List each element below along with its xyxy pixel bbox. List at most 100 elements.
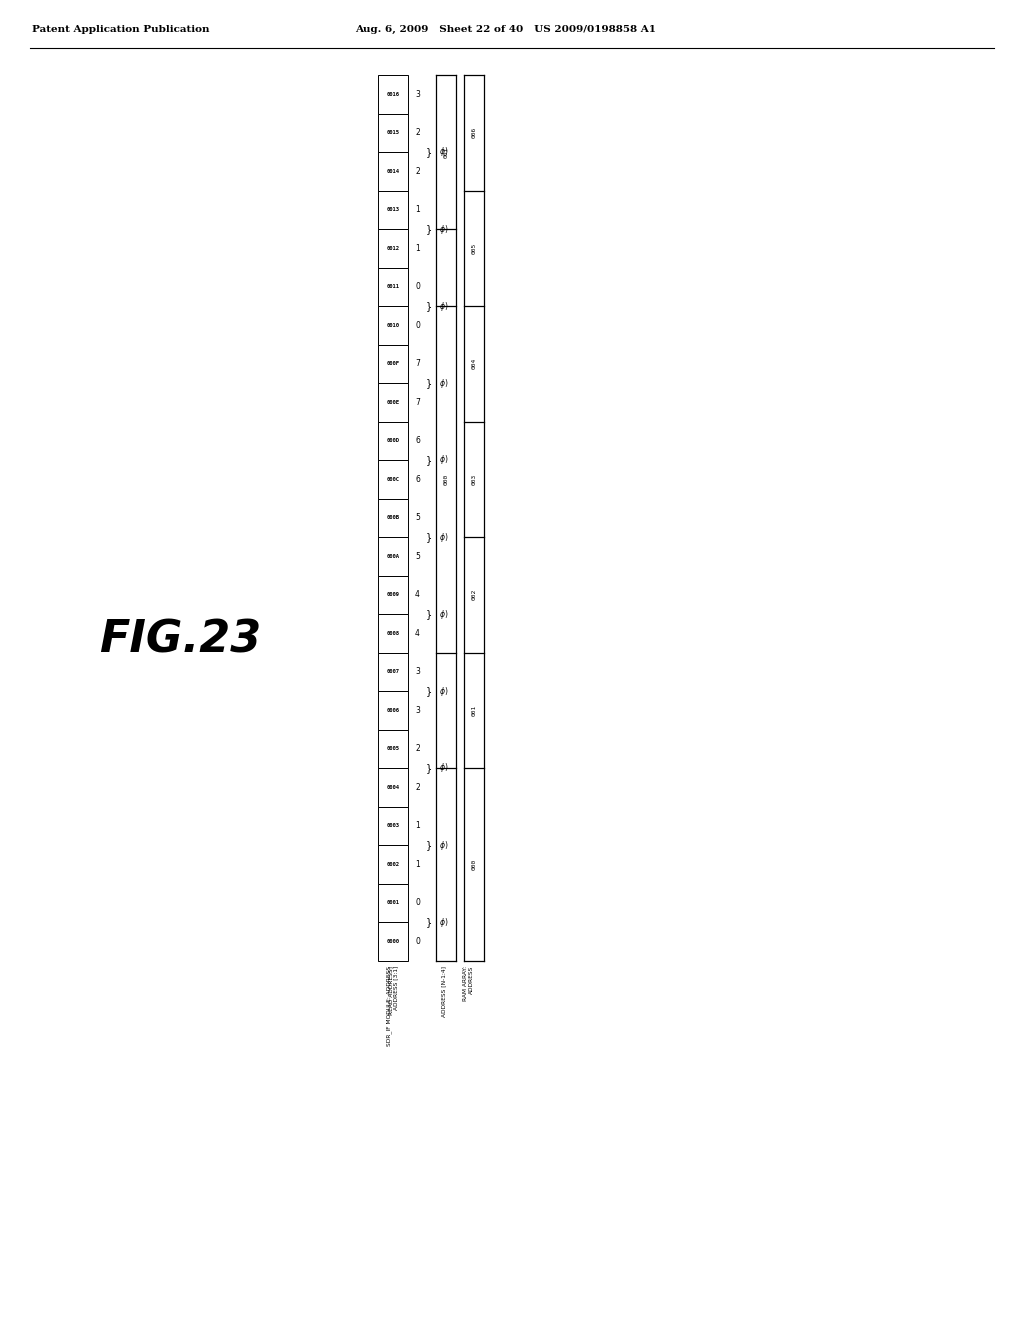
Text: 2: 2: [415, 744, 420, 754]
Text: }: }: [426, 686, 432, 696]
Text: 0005: 0005: [386, 746, 399, 751]
Bar: [378, 459, 408, 499]
Text: $\phi$): $\phi$): [439, 223, 449, 235]
Text: $\phi$): $\phi$): [439, 607, 449, 620]
Text: 0003: 0003: [386, 824, 399, 828]
Text: 0008: 0008: [386, 631, 399, 636]
Bar: [378, 152, 408, 190]
Bar: [378, 768, 408, 807]
Text: $\phi$): $\phi$): [439, 145, 449, 158]
Bar: [378, 421, 408, 459]
Bar: [378, 228, 408, 268]
Text: 7: 7: [415, 397, 420, 407]
Bar: [378, 114, 408, 152]
Text: 0011: 0011: [386, 284, 399, 289]
Text: 000E: 000E: [386, 400, 399, 405]
Bar: [378, 614, 408, 652]
Text: 003: 003: [471, 474, 476, 484]
Text: }: }: [426, 224, 432, 234]
Text: 5: 5: [415, 513, 420, 523]
Text: 3: 3: [415, 706, 420, 714]
Bar: [378, 537, 408, 576]
Text: 0: 0: [415, 937, 420, 945]
Text: $\phi$): $\phi$): [439, 454, 449, 466]
Bar: [378, 345, 408, 383]
Text: 1: 1: [415, 244, 420, 252]
Text: 3: 3: [415, 667, 420, 676]
Text: 001: 001: [443, 147, 449, 157]
Text: 1: 1: [415, 859, 420, 869]
Text: $\phi$): $\phi$): [439, 838, 449, 851]
Text: 006: 006: [471, 127, 476, 139]
Bar: [378, 383, 408, 421]
Text: 0014: 0014: [386, 169, 399, 174]
Text: 0015: 0015: [386, 131, 399, 135]
Text: RAM ARRAY:
ADDRESS: RAM ARRAY: ADDRESS: [463, 965, 474, 1001]
Text: }: }: [426, 763, 432, 774]
Text: $\phi$): $\phi$): [439, 916, 449, 928]
Bar: [378, 268, 408, 306]
Text: }: }: [426, 609, 432, 619]
Bar: [378, 690, 408, 730]
Text: 000: 000: [471, 858, 476, 870]
Text: 6: 6: [415, 475, 420, 483]
Text: 0006: 0006: [386, 708, 399, 713]
Bar: [378, 652, 408, 690]
Text: Patent Application Publication: Patent Application Publication: [32, 25, 210, 34]
Text: }: }: [426, 532, 432, 543]
Text: ADDRESS [N-1:4]: ADDRESS [N-1:4]: [441, 965, 446, 1016]
Text: FIG.23: FIG.23: [99, 619, 261, 661]
Text: READ ADDRESS]: READ ADDRESS]: [388, 965, 393, 1015]
Text: 004: 004: [471, 358, 476, 370]
Text: SDR_IF MODULE: ADDRESS
ADDRESS [3:1]: SDR_IF MODULE: ADDRESS ADDRESS [3:1]: [386, 965, 398, 1045]
Text: 000F: 000F: [386, 362, 399, 366]
Bar: [378, 576, 408, 614]
Text: }: }: [426, 840, 432, 850]
Text: 0001: 0001: [386, 900, 399, 906]
Text: 5: 5: [415, 552, 420, 561]
Text: 001: 001: [471, 705, 476, 715]
Text: 002: 002: [471, 589, 476, 601]
Text: $\phi$): $\phi$): [439, 762, 449, 775]
Bar: [378, 807, 408, 845]
Text: 4: 4: [415, 590, 420, 599]
Text: 7: 7: [415, 359, 420, 368]
Text: 0009: 0009: [386, 593, 399, 597]
Text: 0000: 0000: [386, 939, 399, 944]
Text: 3: 3: [415, 90, 420, 99]
Text: }: }: [426, 917, 432, 927]
Text: }: }: [426, 455, 432, 465]
Text: 0: 0: [415, 282, 420, 292]
Text: Aug. 6, 2009   Sheet 22 of 40   US 2009/0198858 A1: Aug. 6, 2009 Sheet 22 of 40 US 2009/0198…: [355, 25, 656, 34]
Text: 2: 2: [415, 128, 420, 137]
Text: 0010: 0010: [386, 323, 399, 327]
Text: $\phi$): $\phi$): [439, 531, 449, 544]
Text: 000D: 000D: [386, 438, 399, 444]
Text: 0004: 0004: [386, 785, 399, 789]
Text: 6: 6: [415, 436, 420, 445]
Text: 0: 0: [415, 321, 420, 330]
Bar: [378, 730, 408, 768]
Text: 1: 1: [415, 821, 420, 830]
Text: 005: 005: [471, 243, 476, 253]
Text: 000C: 000C: [386, 477, 399, 482]
Text: 0016: 0016: [386, 92, 399, 96]
Text: $\phi$): $\phi$): [439, 376, 449, 389]
Bar: [378, 883, 408, 921]
Text: 4: 4: [415, 628, 420, 638]
Text: 0007: 0007: [386, 669, 399, 675]
Text: 000: 000: [443, 474, 449, 484]
Bar: [378, 306, 408, 345]
Text: 0012: 0012: [386, 246, 399, 251]
Text: 0: 0: [415, 898, 420, 907]
Bar: [378, 921, 408, 961]
Bar: [378, 845, 408, 883]
Text: }: }: [426, 378, 432, 388]
Text: 1: 1: [415, 205, 420, 214]
Text: $\phi$): $\phi$): [439, 300, 449, 313]
Bar: [378, 499, 408, 537]
Text: }: }: [426, 301, 432, 312]
Text: 0013: 0013: [386, 207, 399, 213]
Text: 000B: 000B: [386, 515, 399, 520]
Bar: [378, 75, 408, 114]
